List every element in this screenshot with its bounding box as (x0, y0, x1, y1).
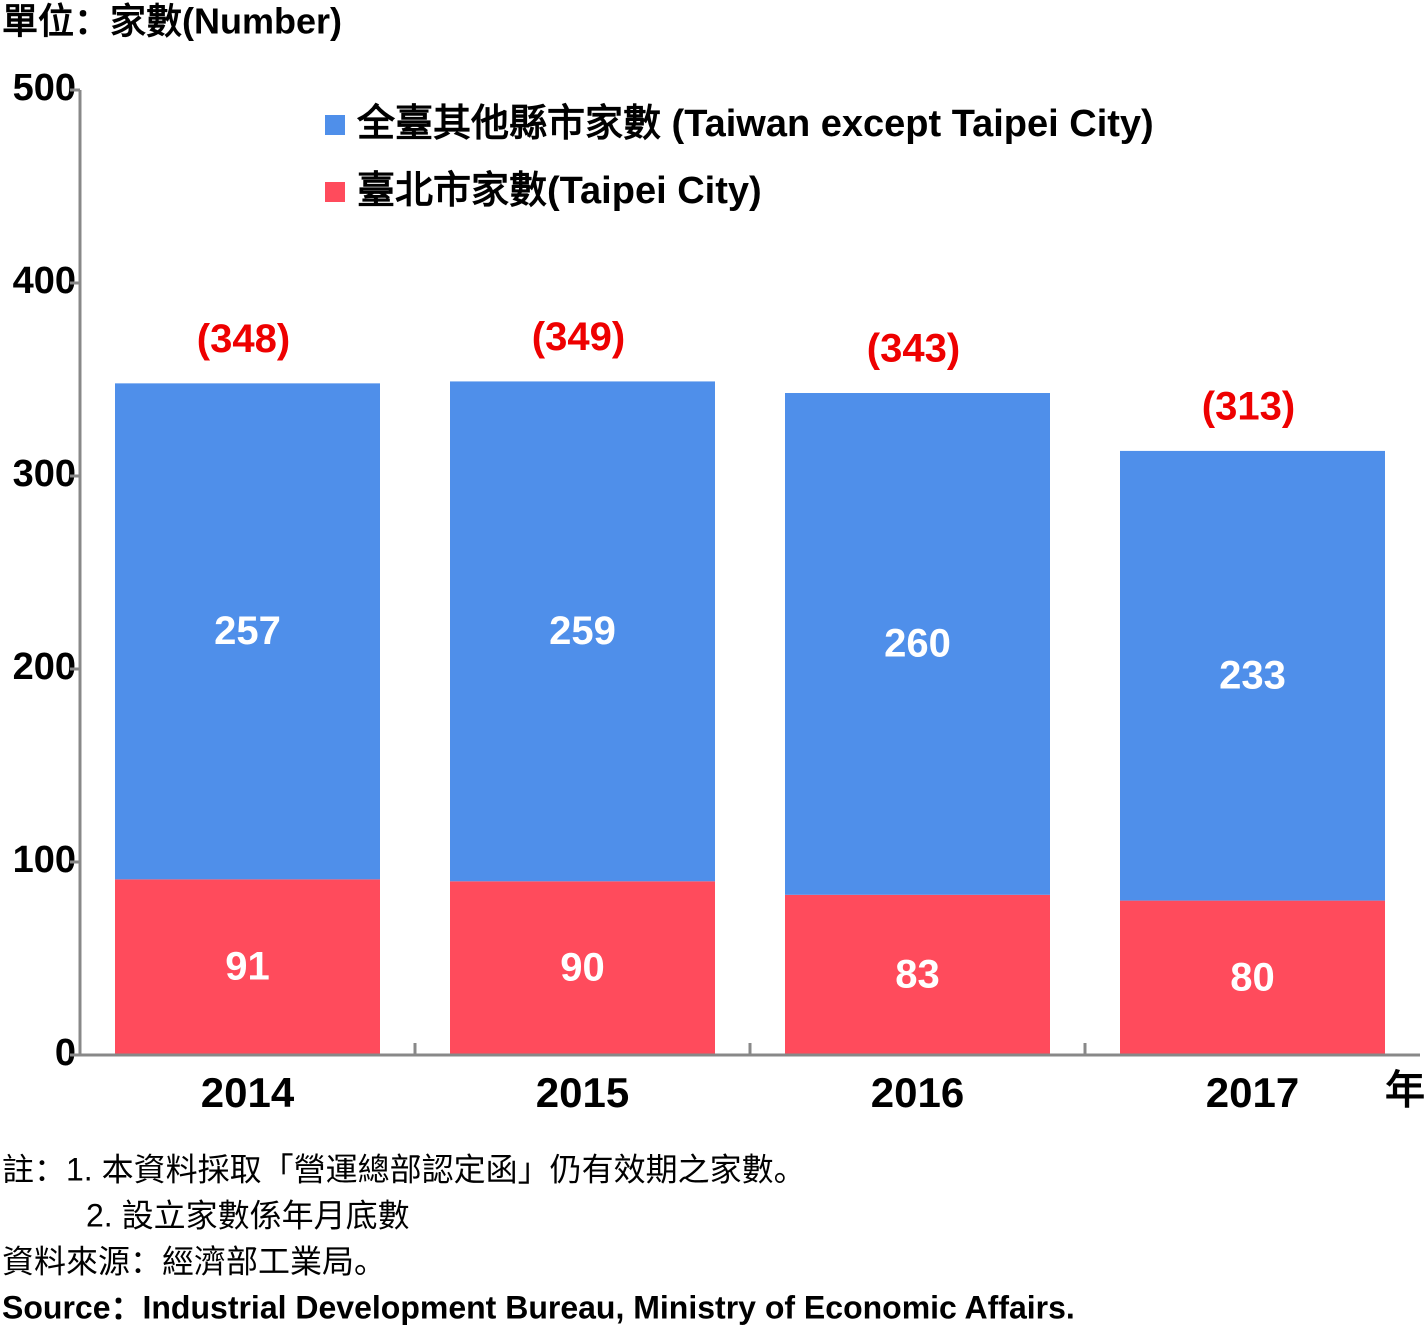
bar-segment (115, 879, 380, 1055)
data-label: 260 (884, 621, 951, 665)
total-label: (348) (197, 317, 290, 361)
y-tick-label: 500 (13, 67, 76, 109)
y-tick-label: 400 (13, 260, 76, 302)
total-label: (349) (532, 315, 625, 359)
bar-segment (1120, 450, 1385, 901)
y-tick-label: 300 (13, 453, 76, 495)
note: 2. 設立家數係年月底數 (86, 1197, 410, 1233)
data-label: 91 (225, 945, 270, 989)
source: 資料來源：經濟部工業局。 (2, 1243, 386, 1279)
x-tick-label: 2017 (1206, 1069, 1299, 1116)
legend-swatch (325, 182, 345, 202)
bar-segment (785, 393, 1050, 895)
legend-label: 全臺其他縣市家數 (Taiwan except Taipei City) (356, 102, 1154, 145)
y-tick-label: 200 (13, 646, 76, 688)
data-label: 83 (895, 952, 940, 996)
legend-label: 臺北市家數(Taipei City) (357, 170, 762, 212)
y-tick-label: 0 (55, 1032, 76, 1074)
legend-swatch (325, 115, 345, 135)
data-label: 233 (1219, 653, 1286, 697)
data-label: 90 (560, 946, 605, 990)
bar-segment (1120, 900, 1385, 1055)
note: 註：1. 本資料採取「營運總部認定函」仍有效期之家數。 (2, 1151, 806, 1187)
total-label: (313) (1202, 384, 1295, 428)
x-tick-label: 2014 (201, 1069, 295, 1116)
bar-segment (450, 881, 715, 1055)
y-tick-label: 100 (13, 839, 76, 881)
data-label: 257 (214, 609, 281, 653)
bar-segment (450, 381, 715, 882)
total-label: (343) (867, 327, 960, 371)
source: Source：Industrial Development Bureau, Mi… (2, 1289, 1075, 1325)
data-label: 259 (549, 609, 616, 653)
x-tick-label: 2016 (871, 1069, 964, 1116)
x-unit: 年 (1385, 1069, 1425, 1113)
x-tick-label: 2015 (536, 1069, 629, 1116)
bar-segment (785, 894, 1050, 1055)
unit-label: 單位：家數(Number) (2, 1, 342, 42)
bar-segment (115, 383, 380, 880)
data-label: 80 (1230, 955, 1275, 999)
